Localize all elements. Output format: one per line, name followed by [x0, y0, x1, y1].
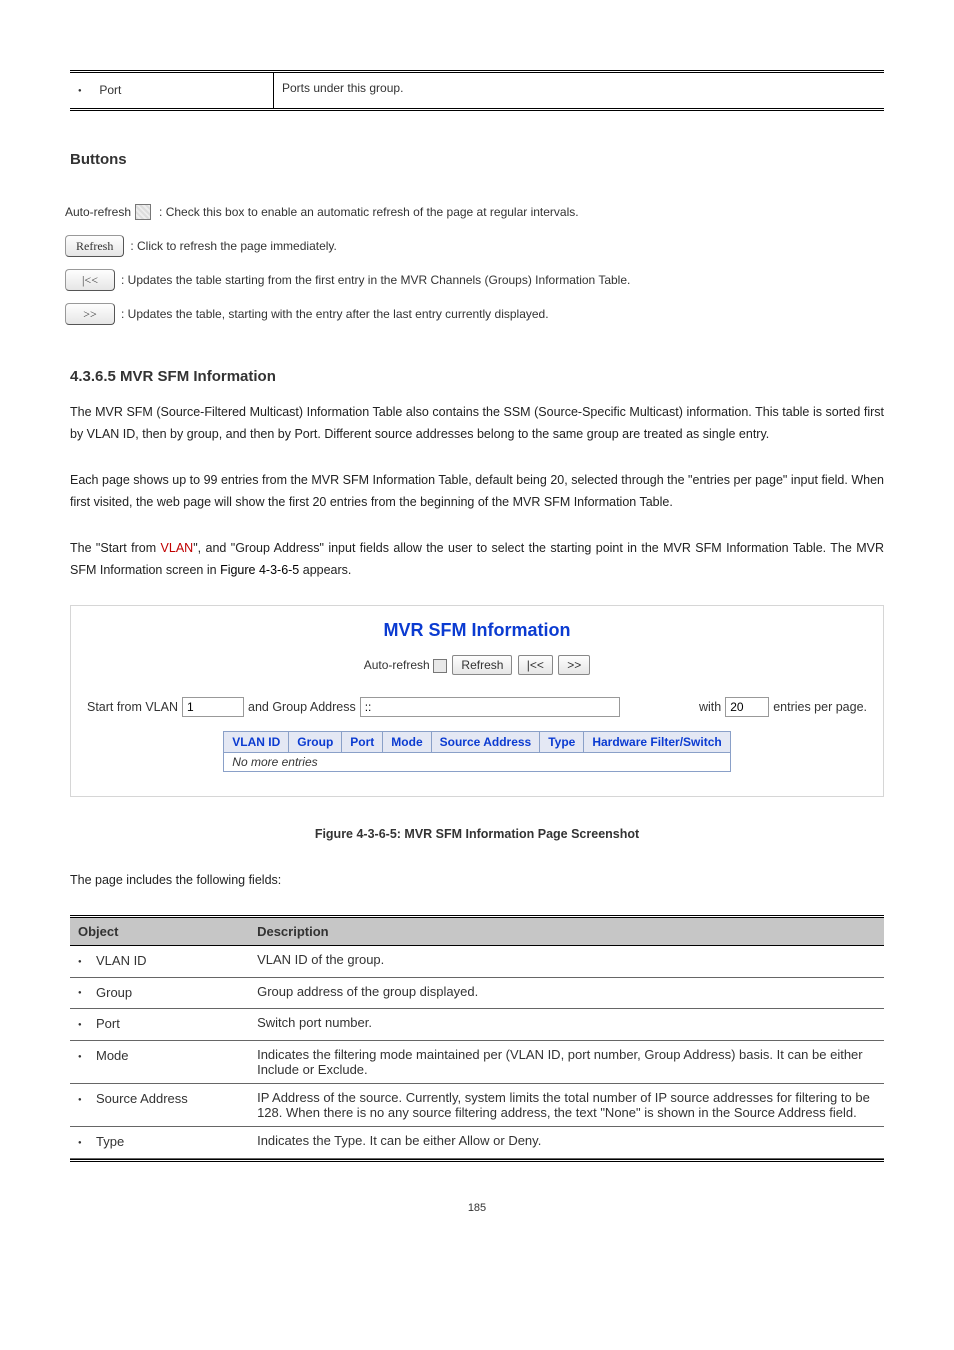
bullet-icon — [78, 81, 96, 100]
obj-group: Group — [96, 984, 237, 1002]
col-group: Group — [289, 731, 342, 752]
section-title: MVR SFM Information — [120, 368, 276, 385]
bullet-icon — [78, 984, 96, 1003]
obj-source-address: Source Address — [96, 1090, 237, 1108]
group-address-input[interactable] — [360, 697, 620, 717]
panel-next-button[interactable]: >> — [558, 655, 590, 675]
mvr-sfm-panel: MVR SFM Information Auto-refresh Refresh… — [70, 605, 884, 797]
vlan-link[interactable]: VLAN — [161, 541, 194, 555]
bullet-icon — [78, 1133, 96, 1152]
panel-auto-refresh-checkbox[interactable] — [433, 659, 447, 673]
section-para1: The MVR SFM (Source-Filtered Multicast) … — [70, 401, 884, 445]
col-mode: Mode — [383, 731, 431, 752]
figure-caption: Figure 4-3-6-5: MVR SFM Information Page… — [70, 827, 884, 841]
page-number: 185 — [70, 1202, 884, 1214]
desc-mode: Indicates the filtering mode maintained … — [249, 1041, 884, 1084]
obj-type: Type — [96, 1133, 237, 1151]
desc-port: Switch port number. — [249, 1009, 884, 1041]
section-para2a: Each page shows up to 99 entries from th… — [70, 469, 884, 513]
start-from-vlan-label: Start from VLAN — [87, 700, 178, 714]
fig-ref: Figure 4-3-6-5 — [220, 563, 299, 577]
no-more-entries: No more entries — [224, 752, 730, 771]
panel-refresh-button[interactable]: Refresh — [452, 655, 512, 675]
col-port: Port — [342, 731, 383, 752]
bullet-icon — [78, 1047, 96, 1066]
bullet-icon — [78, 1015, 96, 1034]
with-label: with — [699, 700, 721, 714]
bullet-icon — [78, 952, 96, 971]
first-page-button[interactable]: |<< — [65, 269, 115, 291]
first-page-desc: : Updates the table starting from the fi… — [121, 266, 630, 294]
bullet-icon — [78, 1090, 96, 1109]
desc-vlan-id: VLAN ID of the group. — [249, 945, 884, 977]
panel-first-button[interactable]: |<< — [518, 655, 553, 675]
panel-title: MVR SFM Information — [87, 620, 867, 641]
object-description-table: Object Description VLAN ID VLAN ID of th… — [70, 918, 884, 1159]
obj-port: Port — [96, 1015, 237, 1033]
table-intro: The page includes the following fields: — [70, 869, 884, 891]
desc-group: Group address of the group displayed. — [249, 977, 884, 1009]
entries-per-page-label: entries per page. — [773, 700, 867, 714]
buttons-heading: Buttons — [70, 151, 884, 168]
groups-port-row: Port Ports under this group. — [70, 70, 884, 111]
obj-vlan-id: VLAN ID — [96, 952, 237, 970]
col-type: Type — [540, 731, 584, 752]
group-address-label: and Group Address — [248, 700, 356, 714]
para2b-post: ", and "Group Address" input fields allo… — [70, 541, 884, 577]
panel-auto-refresh-label: Auto-refresh — [364, 658, 430, 672]
section-para2b: The "Start from VLAN", and "Group Addres… — [70, 537, 884, 581]
refresh-desc: : Click to refresh the page immediately. — [130, 232, 337, 260]
col-hw-filter: Hardware Filter/Switch — [584, 731, 730, 752]
auto-refresh-checkbox[interactable] — [135, 204, 151, 220]
top-left-text: Port — [99, 81, 264, 99]
result-table: VLAN ID Group Port Mode Source Address T… — [223, 731, 730, 772]
vlan-input[interactable] — [182, 697, 244, 717]
next-page-button[interactable]: >> — [65, 303, 115, 325]
desc-type: Indicates the Type. It can be either All… — [249, 1127, 884, 1159]
top-right-text: Ports under this group. — [274, 72, 885, 110]
col-vlan-id: VLAN ID — [224, 731, 289, 752]
refresh-button[interactable]: Refresh — [65, 235, 124, 257]
th-object: Object — [70, 918, 249, 946]
obj-mode: Mode — [96, 1047, 237, 1065]
auto-refresh-desc: : Check this box to enable an automatic … — [159, 198, 579, 226]
th-description: Description — [249, 918, 884, 946]
auto-refresh-label: Auto-refresh — [65, 198, 131, 226]
para2b-pre: The "Start from — [70, 541, 161, 555]
para2c: appears. — [299, 563, 351, 577]
next-page-desc: : Updates the table, starting with the e… — [121, 300, 549, 328]
col-source-addr: Source Address — [431, 731, 540, 752]
entries-input[interactable] — [725, 697, 769, 717]
section-number: 4.3.6.5 — [70, 368, 116, 385]
desc-source-address: IP Address of the source. Currently, sys… — [249, 1084, 884, 1127]
